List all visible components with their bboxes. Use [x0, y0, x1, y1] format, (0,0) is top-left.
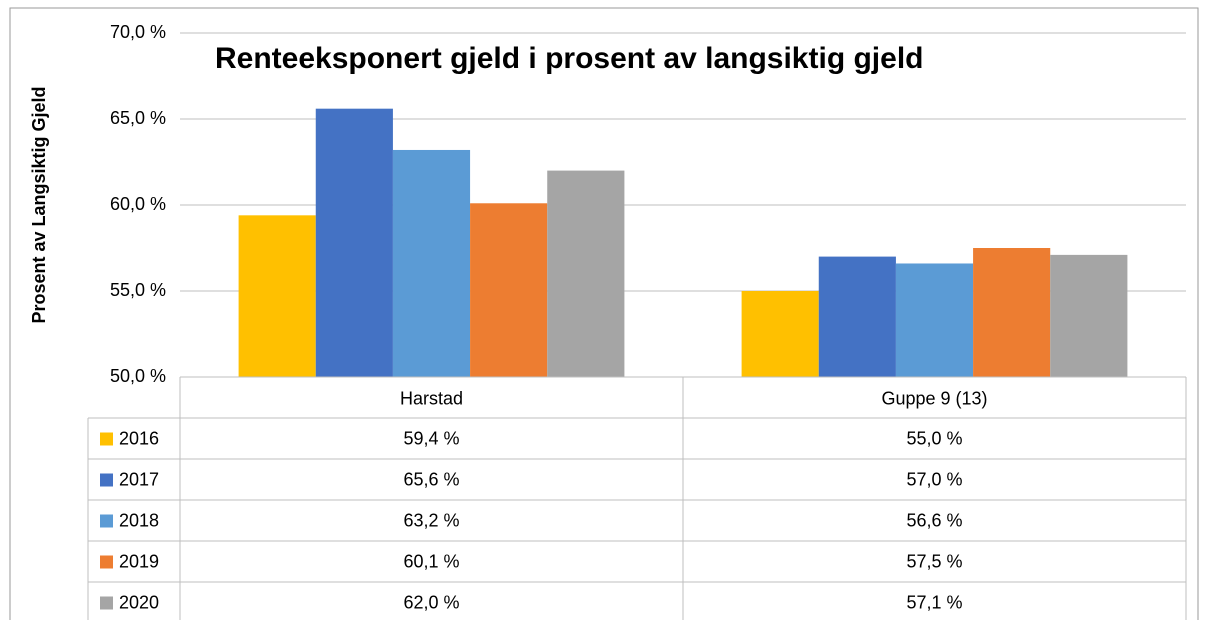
legend-swatch [100, 473, 113, 487]
x-tick-label: Harstad [400, 388, 463, 408]
bar [547, 170, 625, 377]
bar [470, 203, 548, 377]
table-value: 63,2 % [403, 510, 459, 530]
y-tick-label: 70,0 % [110, 22, 166, 42]
table-value: 57,0 % [906, 469, 962, 489]
bar [741, 291, 819, 377]
legend-label: 2016 [119, 428, 159, 448]
x-tick-label: Guppe 9 (13) [881, 388, 987, 408]
legend-swatch [100, 555, 113, 569]
bar [315, 108, 393, 378]
table-value: 59,4 % [403, 428, 459, 448]
chart-title: Renteeksponert gjeld i prosent av langsi… [215, 42, 924, 75]
bar [818, 256, 896, 377]
y-tick-label: 65,0 % [110, 108, 166, 128]
y-axis-label: Prosent av Langsiktig Gjeld [29, 86, 49, 323]
chart-frame [9, 7, 1199, 620]
table-value: 56,6 % [906, 510, 962, 530]
y-tick-label: 60,0 % [110, 194, 166, 214]
bar [895, 263, 974, 377]
table-value: 57,1 % [906, 592, 962, 612]
table-value: 57,5 % [906, 551, 962, 571]
table-value: 62,0 % [403, 592, 459, 612]
bar [973, 248, 1051, 377]
bar [238, 215, 316, 377]
bar [392, 149, 471, 377]
legend-label: 2019 [119, 551, 159, 571]
table-value: 55,0 % [906, 428, 962, 448]
bar [1050, 254, 1128, 377]
table-value: 65,6 % [403, 469, 459, 489]
y-tick-label: 55,0 % [110, 280, 166, 300]
y-tick-label: 50,0 % [110, 366, 166, 386]
table-value: 60,1 % [403, 551, 459, 571]
legend-swatch [100, 596, 113, 610]
legend-label: 2017 [119, 469, 159, 489]
legend-swatch [100, 432, 113, 446]
legend-label: 2018 [119, 510, 159, 530]
legend-label: 2020 [119, 592, 159, 612]
legend-swatch [100, 514, 113, 528]
